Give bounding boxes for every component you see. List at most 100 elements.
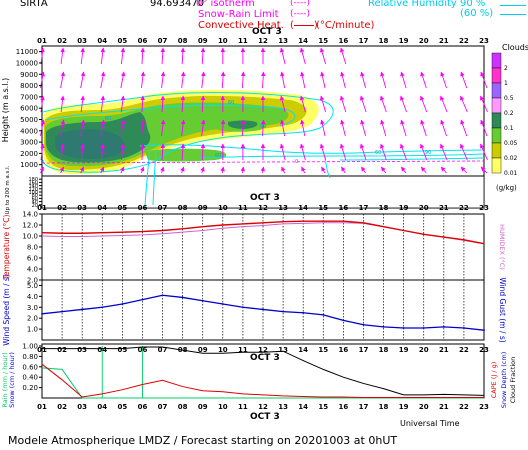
convective-arrow-10-5 (220, 166, 225, 174)
convective-arrow-16-0 (339, 47, 347, 65)
hour-label-clouds-bottom-03: 03 (77, 204, 87, 212)
temperature-hour-lines (61, 214, 465, 280)
convective-arrow-13-0 (279, 47, 286, 65)
convective-arrow-20-3 (420, 119, 427, 137)
colorbar-level-2: 0.5 (504, 95, 514, 102)
convective-arrow-06-4 (140, 143, 145, 161)
convective-arrow-13-5 (281, 166, 286, 174)
convective-arrow-04-2 (100, 95, 106, 113)
colorbar-level-1: 1 (504, 80, 508, 87)
convective-key-line (293, 24, 314, 26)
wind-point-12 (262, 308, 264, 311)
convective-arrow-19-2 (400, 95, 407, 113)
cloud-lowtick-20: 20 (32, 203, 38, 209)
hour-label-bottom-19: 19 (399, 403, 409, 411)
colorbar-level-3: 0.2 (504, 110, 514, 117)
hour-label-precip-top-06: 06 (138, 346, 148, 354)
hour-label-clouds-bottom-08: 08 (178, 204, 188, 212)
hour-label-top-13: 13 (278, 37, 288, 45)
hour-label-top-18: 18 (379, 37, 389, 45)
hour-label-top-20: 20 (419, 37, 429, 45)
cloud-day-label: OCT 3 (252, 27, 282, 37)
convective-arrow-08-1 (180, 71, 186, 89)
cloud-layer-low (145, 148, 227, 162)
hour-label-precip-top-08: 08 (178, 346, 188, 354)
convective-arrow-07-3 (160, 119, 166, 137)
wind-hour-lines (61, 280, 465, 340)
convective-arrow-15-1 (320, 71, 326, 89)
hour-label-precip-top-07: 07 (158, 346, 168, 354)
humidity-label-4: 60 (375, 150, 381, 156)
cloud-ytick-1000: 1000 (20, 161, 38, 169)
temperature-ytick-10.0: 10.0 (22, 233, 38, 241)
hour-label-clouds-bottom-23: 23 (479, 204, 489, 212)
hour-label-top-12: 12 (258, 37, 268, 45)
humidity-legend: Relative Humidity (368, 0, 457, 9)
convective-arrow-21-2 (440, 95, 448, 113)
hour-label-top-02: 02 (57, 37, 67, 45)
wind-point-04 (101, 306, 104, 309)
hour-label-clouds-bottom-09: 09 (198, 204, 208, 212)
wind-ytick-2.0: 2.0 (27, 315, 38, 323)
convective-arrow-15-2 (319, 95, 327, 113)
cape-line (41, 363, 484, 398)
hour-label-top-01: 01 (37, 37, 47, 45)
snow-ylabel: Snow (cm / hour) (8, 352, 16, 408)
convective-arrow-16-5 (341, 166, 346, 174)
hour-label-clouds-bottom-22: 22 (459, 204, 469, 212)
snow-depth-ylabel: Snow Depth (cm) (500, 352, 508, 408)
convective-arrow-22-2 (460, 95, 468, 113)
convective-arrows (39, 47, 488, 174)
convective-arrow-04-0 (100, 47, 106, 65)
convective-arrow-02-5 (59, 166, 64, 174)
isotherm-key: (----) (290, 0, 311, 8)
convective-arrow-14-5 (301, 166, 306, 174)
colorbar-swatch-0 (491, 52, 502, 69)
convective-arrow-09-5 (200, 166, 205, 174)
convective-arrow-09-4 (200, 143, 206, 161)
hour-label-top-23: 23 (479, 37, 489, 45)
convective-arrow-18-3 (380, 119, 387, 137)
convective-arrow-23-1 (480, 71, 488, 89)
wind-point-14 (302, 311, 305, 314)
hour-label-precip-top-22: 22 (459, 346, 469, 354)
wind-point-10 (221, 303, 224, 305)
precip-day-label: OCT 3 (250, 353, 280, 363)
convective-arrow-07-4 (160, 143, 166, 161)
wind-point-06 (141, 298, 144, 301)
convective-arrow-16-3 (340, 119, 346, 137)
hour-label-precip-top-12: 12 (258, 346, 268, 354)
hour-label-precip-top-03: 03 (77, 346, 87, 354)
convective-arrow-12-1 (261, 71, 266, 89)
isotherm-legend: 0° isotherm (196, 0, 255, 9)
precip-ytick-1.00: 1.00 (22, 343, 38, 351)
gust-ylabel: Wind Gust (m / s) (498, 277, 507, 342)
convective-arrow-13-4 (279, 143, 286, 161)
convective-arrow-07-5 (160, 166, 165, 174)
hour-label-bottom-17: 17 (359, 403, 369, 411)
cloud-ytick-11000: 11000 (16, 48, 38, 56)
convective-arrow-05-5 (120, 166, 125, 174)
hour-label-top-22: 22 (459, 37, 469, 45)
cloud-ytick-6000: 6000 (20, 105, 38, 113)
colorbar-swatch-6 (491, 142, 502, 159)
hour-label-bottom-23: 23 (479, 403, 489, 411)
hour-label-bottom-11: 11 (238, 403, 248, 411)
hour-label-precip-top-01: 01 (37, 346, 47, 354)
convective-arrow-23-3 (480, 119, 488, 137)
convective-arrow-11-3 (240, 119, 246, 137)
convective-arrow-20-1 (420, 71, 427, 89)
colorbar-title: Clouds (502, 43, 528, 52)
wind-ytick-4.0: 4.0 (27, 293, 38, 301)
convective-arrow-21-4 (440, 143, 448, 161)
snow-rain-legend: Snow-Rain Limit (198, 9, 279, 20)
cloud-lowtick-120: 120 (28, 187, 38, 193)
convective-arrow-15-0 (319, 47, 327, 65)
wind-point-08 (181, 296, 184, 299)
colorbar-level-0: 2 (504, 65, 508, 72)
hour-label-precip-top-14: 14 (298, 346, 308, 354)
hour-label-top-08: 08 (178, 37, 188, 45)
hour-label-precip-top-11: 11 (238, 346, 248, 354)
station-id: 94.693470 (150, 0, 205, 9)
convective-arrow-14-1 (300, 71, 306, 89)
